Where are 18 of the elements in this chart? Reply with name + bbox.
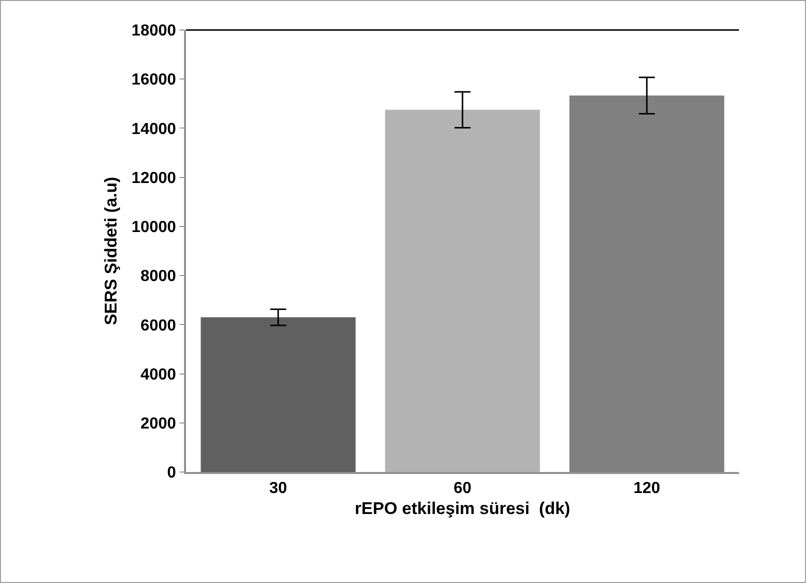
y-tick-label: 2000 (140, 415, 176, 432)
y-tick-label: 10000 (132, 219, 176, 236)
y-tick-label: 4000 (140, 366, 176, 384)
bar (200, 317, 356, 472)
y-tick-label: 14000 (132, 120, 176, 138)
x-tick-label: 120 (633, 480, 660, 497)
x-axis-title: rEPO etkileşim süresi (dk) (354, 498, 570, 518)
y-tick-label: 6000 (140, 317, 176, 334)
bar (569, 96, 724, 472)
x-tick-label: 30 (269, 480, 288, 497)
y-tick-label: 8000 (140, 268, 176, 286)
y-tick-label: 18000 (132, 22, 176, 40)
y-tick-label: 16000 (132, 72, 176, 89)
y-tick-label: 0 (167, 464, 176, 482)
y-axis-title: SERS Şiddeti (a.u) (102, 176, 121, 326)
x-tick-label: 60 (454, 480, 472, 497)
bar (385, 110, 540, 472)
y-tick-label: 12000 (132, 170, 176, 187)
